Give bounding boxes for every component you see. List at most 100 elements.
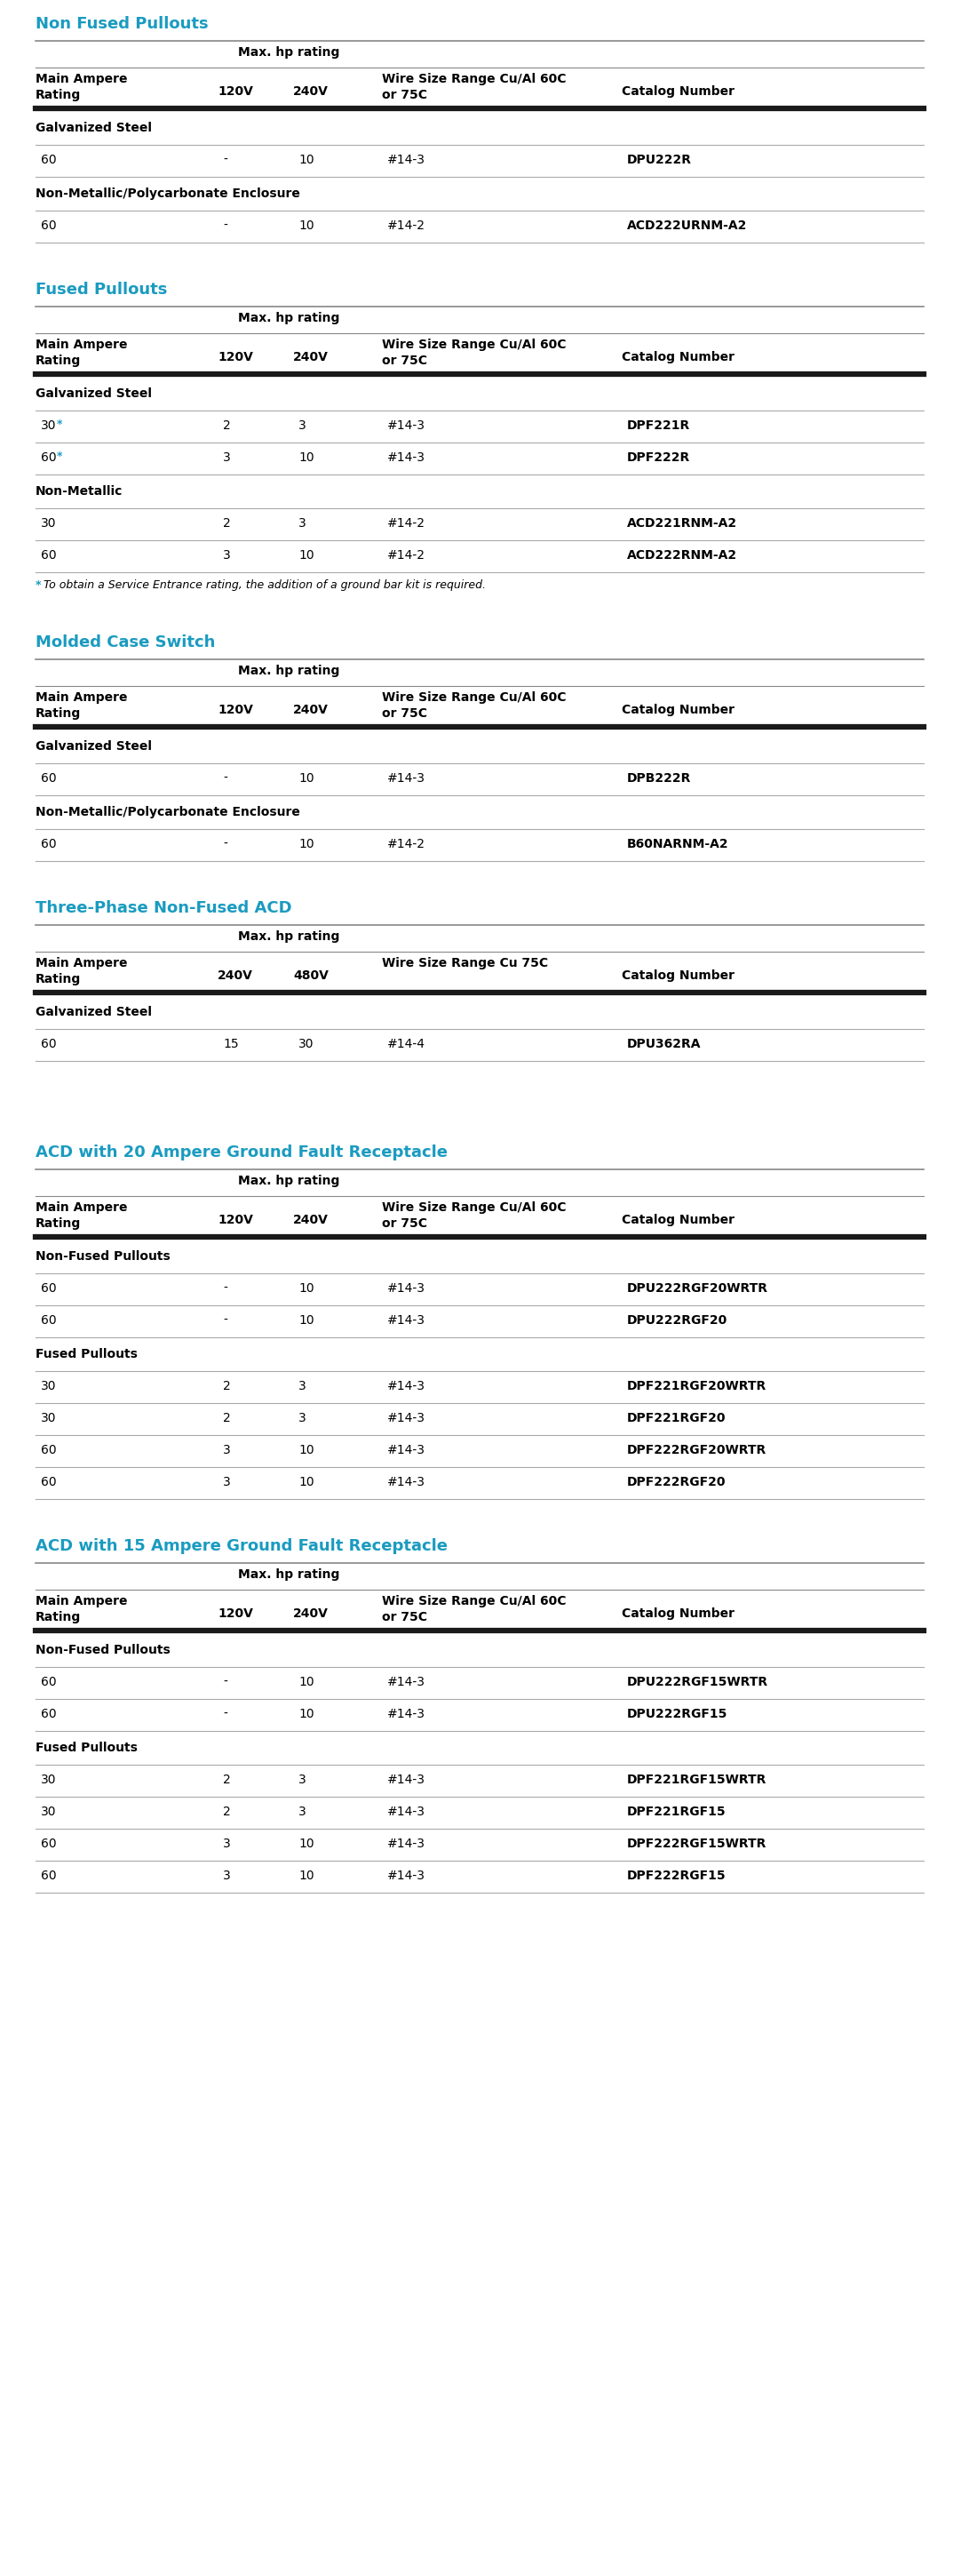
- Text: DPF221RGF15WRTR: DPF221RGF15WRTR: [627, 1775, 767, 1785]
- Text: B60NARNM-A2: B60NARNM-A2: [627, 837, 729, 850]
- Text: 3: 3: [223, 451, 231, 464]
- Text: 10: 10: [298, 1314, 314, 1327]
- Text: 10: 10: [298, 1445, 314, 1455]
- Text: Wire Size Range Cu/Al 60C
or 75C: Wire Size Range Cu/Al 60C or 75C: [382, 690, 566, 719]
- Text: DPU362RA: DPU362RA: [627, 1038, 701, 1051]
- Text: #14-3: #14-3: [387, 1775, 425, 1785]
- Text: 3: 3: [298, 1412, 306, 1425]
- Text: Max. hp rating: Max. hp rating: [238, 930, 339, 943]
- Text: 2: 2: [223, 1412, 231, 1425]
- Text: #14-3: #14-3: [387, 155, 425, 167]
- Text: ACD with 15 Ampere Ground Fault Receptacle: ACD with 15 Ampere Ground Fault Receptac…: [35, 1538, 448, 1553]
- Text: Non-Metallic/Polycarbonate Enclosure: Non-Metallic/Polycarbonate Enclosure: [35, 806, 300, 819]
- Text: Catalog Number: Catalog Number: [621, 85, 735, 98]
- Text: 30: 30: [41, 1412, 56, 1425]
- Text: Main Ampere
Rating: Main Ampere Rating: [35, 1595, 128, 1623]
- Text: 120V: 120V: [217, 1213, 253, 1226]
- Text: DPU222RGF15: DPU222RGF15: [627, 1708, 728, 1721]
- Text: Main Ampere
Rating: Main Ampere Rating: [35, 958, 128, 984]
- Text: DPU222R: DPU222R: [627, 155, 692, 167]
- Text: DPF222RGF20WRTR: DPF222RGF20WRTR: [627, 1445, 767, 1455]
- Text: 240V: 240V: [294, 703, 329, 716]
- Text: 240V: 240V: [294, 85, 329, 98]
- Text: 30: 30: [41, 518, 56, 531]
- Text: 60: 60: [41, 1283, 56, 1296]
- Text: 15: 15: [223, 1038, 238, 1051]
- Text: 10: 10: [298, 1476, 314, 1489]
- Text: 60: 60: [41, 1870, 56, 1883]
- Text: *: *: [57, 451, 63, 461]
- Text: *: *: [35, 580, 41, 590]
- Text: 30: 30: [41, 1806, 56, 1819]
- Text: 2: 2: [223, 1806, 231, 1819]
- Text: DPF221RGF15: DPF221RGF15: [627, 1806, 726, 1819]
- Text: Main Ampere
Rating: Main Ampere Rating: [35, 72, 128, 100]
- Text: 3: 3: [298, 420, 306, 433]
- Text: 3: 3: [298, 1381, 306, 1394]
- Text: 60: 60: [41, 1314, 56, 1327]
- Text: #14-3: #14-3: [387, 1806, 425, 1819]
- Text: ACD with 20 Ampere Ground Fault Receptacle: ACD with 20 Ampere Ground Fault Receptac…: [35, 1144, 448, 1162]
- Text: 240V: 240V: [294, 350, 329, 363]
- Text: 60: 60: [41, 549, 56, 562]
- Text: 3: 3: [298, 1806, 306, 1819]
- Text: 60: 60: [41, 1445, 56, 1455]
- Text: 10: 10: [298, 773, 314, 786]
- Text: Max. hp rating: Max. hp rating: [238, 1569, 339, 1582]
- Text: #14-3: #14-3: [387, 773, 425, 786]
- Text: To obtain a Service Entrance rating, the addition of a ground bar kit is require: To obtain a Service Entrance rating, the…: [44, 580, 486, 590]
- Text: Main Ampere
Rating: Main Ampere Rating: [35, 690, 128, 719]
- Text: Non-Fused Pullouts: Non-Fused Pullouts: [35, 1643, 171, 1656]
- Text: 10: 10: [298, 1677, 314, 1687]
- Text: 10: 10: [298, 219, 314, 232]
- Text: Wire Size Range Cu/Al 60C
or 75C: Wire Size Range Cu/Al 60C or 75C: [382, 72, 566, 100]
- Text: 3: 3: [223, 549, 231, 562]
- Text: #14-2: #14-2: [387, 549, 425, 562]
- Text: DPF221RGF20: DPF221RGF20: [627, 1412, 726, 1425]
- Text: DPF222RGF15WRTR: DPF222RGF15WRTR: [627, 1837, 767, 1850]
- Text: -: -: [223, 1314, 227, 1327]
- Text: Max. hp rating: Max. hp rating: [238, 665, 339, 677]
- Text: 3: 3: [223, 1870, 231, 1883]
- Text: 30: 30: [41, 1381, 56, 1394]
- Text: 480V: 480V: [294, 969, 329, 981]
- Text: ACD221RNM-A2: ACD221RNM-A2: [627, 518, 738, 531]
- Text: 3: 3: [223, 1476, 231, 1489]
- Text: 2: 2: [223, 1381, 231, 1394]
- Text: 3: 3: [298, 518, 306, 531]
- Text: 10: 10: [298, 451, 314, 464]
- Text: 60: 60: [41, 1476, 56, 1489]
- Text: Non Fused Pullouts: Non Fused Pullouts: [35, 15, 209, 31]
- Text: #14-3: #14-3: [387, 1283, 425, 1296]
- Text: #14-3: #14-3: [387, 1870, 425, 1883]
- Text: 120V: 120V: [217, 703, 253, 716]
- Text: Galvanized Steel: Galvanized Steel: [35, 386, 152, 399]
- Text: #14-3: #14-3: [387, 1476, 425, 1489]
- Text: 10: 10: [298, 1870, 314, 1883]
- Text: 10: 10: [298, 155, 314, 167]
- Text: 60: 60: [41, 837, 56, 850]
- Text: Galvanized Steel: Galvanized Steel: [35, 1005, 152, 1018]
- Text: 60: 60: [41, 1677, 56, 1687]
- Text: Fused Pullouts: Fused Pullouts: [35, 1741, 137, 1754]
- Text: DPF221RGF20WRTR: DPF221RGF20WRTR: [627, 1381, 767, 1394]
- Text: Three-Phase Non-Fused ACD: Three-Phase Non-Fused ACD: [35, 899, 292, 917]
- Text: 60: 60: [41, 1038, 56, 1051]
- Text: Max. hp rating: Max. hp rating: [238, 46, 339, 59]
- Text: Non-Metallic/Polycarbonate Enclosure: Non-Metallic/Polycarbonate Enclosure: [35, 188, 300, 201]
- Text: 120V: 120V: [217, 85, 253, 98]
- Text: #14-4: #14-4: [387, 1038, 425, 1051]
- Text: ACD222URNM-A2: ACD222URNM-A2: [627, 219, 747, 232]
- Text: DPF222R: DPF222R: [627, 451, 690, 464]
- Text: #14-3: #14-3: [387, 1412, 425, 1425]
- Text: -: -: [223, 1708, 227, 1721]
- Text: -: -: [223, 155, 227, 167]
- Text: Catalog Number: Catalog Number: [621, 1213, 735, 1226]
- Text: 30: 30: [298, 1038, 314, 1051]
- Text: Wire Size Range Cu/Al 60C
or 75C: Wire Size Range Cu/Al 60C or 75C: [382, 337, 566, 366]
- Text: Fused Pullouts: Fused Pullouts: [35, 1347, 137, 1360]
- Text: 120V: 120V: [217, 1607, 253, 1620]
- Text: -: -: [223, 773, 227, 786]
- Text: Catalog Number: Catalog Number: [621, 703, 735, 716]
- Text: 240V: 240V: [217, 969, 253, 981]
